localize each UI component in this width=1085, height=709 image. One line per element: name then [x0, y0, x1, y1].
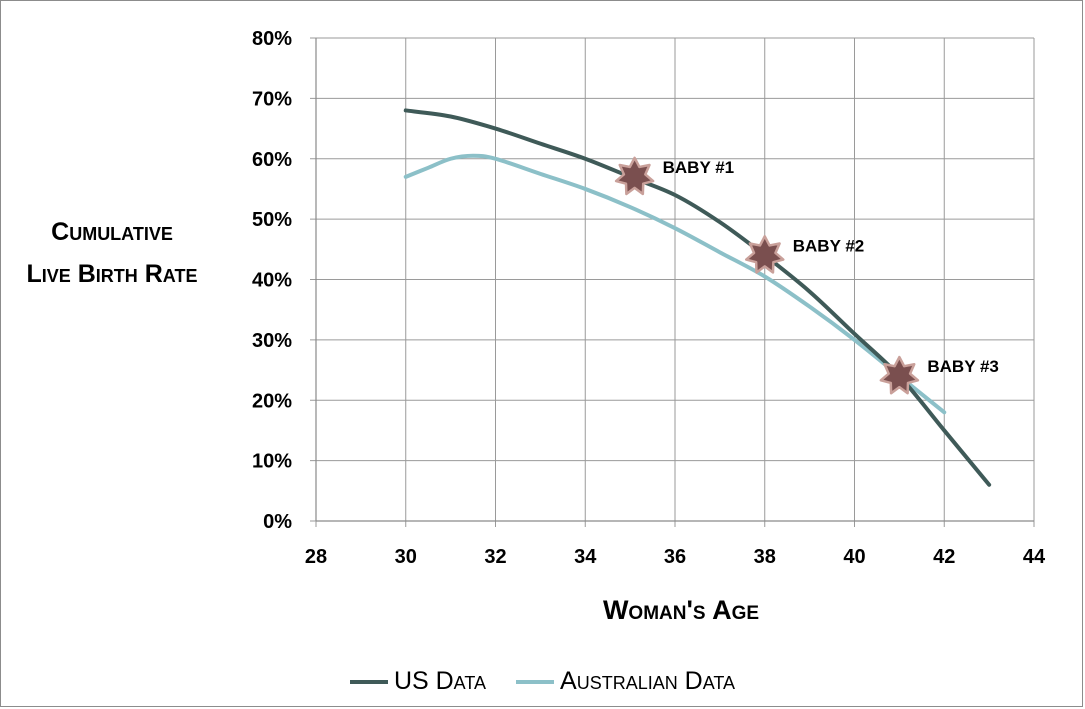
x-tick-label: 32: [484, 546, 506, 568]
y-tick-label: 10%: [252, 451, 292, 473]
x-tick-label: 42: [933, 546, 955, 568]
y-tick-label: 50%: [252, 209, 292, 231]
y-tick-label: 70%: [252, 88, 292, 110]
legend-label-us: US Data: [393, 667, 487, 695]
y-tick-label: 80%: [252, 28, 292, 50]
y-tick-label: 20%: [252, 390, 292, 412]
baby-marker-1: [614, 156, 655, 196]
legend-swatch-australian: [516, 679, 555, 684]
x-tick-label: 36: [664, 546, 686, 568]
y-axis-label-line-2: Live Birth Rate: [26, 260, 198, 288]
x-tick-label: 38: [754, 546, 776, 568]
baby-marker-3: [879, 355, 920, 395]
x-tick-label: 44: [1023, 546, 1046, 568]
baby-marker-2: [744, 235, 785, 274]
baby-label-1: BABY #1: [663, 158, 735, 177]
y-tick-label: 60%: [252, 149, 292, 171]
legend-item-australian: Australian Data: [516, 667, 735, 696]
x-tick-label: 28: [305, 546, 327, 568]
x-tick-label: 40: [843, 546, 865, 568]
x-tick-label: 30: [395, 546, 417, 568]
legend-item-us: US Data: [349, 667, 487, 696]
y-tick-label: 0%: [263, 511, 292, 533]
y-tick-label: 40%: [252, 270, 292, 292]
x-tick-label: 34: [574, 546, 597, 568]
legend: US Data Australian Data: [1, 667, 1084, 696]
legend-label-australian: Australian Data: [560, 667, 736, 695]
baby-label-2: BABY #2: [793, 236, 865, 255]
y-axis-label-line-1: Cumulative: [51, 218, 173, 246]
series-line-australian: [403, 153, 947, 415]
x-axis-label: Woman's Age: [602, 595, 760, 625]
baby-label-3: BABY #3: [927, 357, 999, 376]
y-tick-label: 30%: [252, 330, 292, 352]
legend-swatch-us: [349, 679, 388, 684]
